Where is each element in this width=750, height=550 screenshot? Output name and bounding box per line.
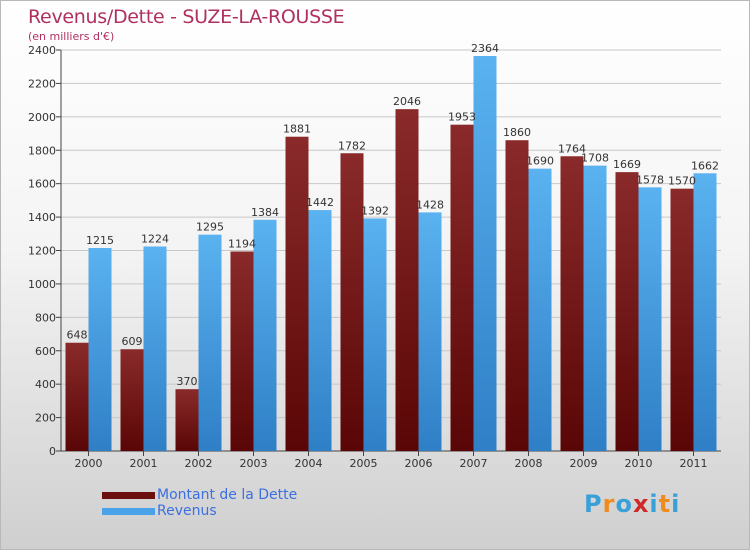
data-label: 609 (122, 335, 143, 348)
data-label: 1669 (613, 158, 641, 171)
data-label: 1881 (283, 123, 311, 136)
x-tick-label: 2008 (515, 457, 543, 470)
bar-debt (615, 172, 639, 451)
x-tick-label: 2004 (295, 457, 323, 470)
bar-debt (65, 342, 89, 451)
data-label: 1953 (448, 111, 476, 124)
y-tick-label: 400 (35, 378, 56, 391)
x-tick-label: 2005 (350, 457, 378, 470)
data-label: 1428 (416, 198, 444, 211)
proxiti-logo: Proxiti (584, 490, 680, 518)
x-tick-label: 2001 (130, 457, 158, 470)
y-tick-label: 2000 (28, 111, 56, 124)
bar-debt (175, 389, 199, 451)
y-tick-label: 2200 (28, 77, 56, 90)
x-tick-label: 2002 (185, 457, 213, 470)
data-label: 1578 (636, 173, 664, 186)
data-label: 1764 (558, 142, 586, 155)
logo-letter: r (602, 490, 616, 518)
y-tick-label: 2400 (28, 44, 56, 57)
logo-letter: P (584, 490, 603, 518)
x-tick-label: 2000 (75, 457, 103, 470)
data-label: 1860 (503, 126, 531, 139)
bar-revenue (528, 168, 552, 452)
legend-item-revenue: Revenus (102, 503, 297, 519)
bar-debt (670, 188, 694, 451)
y-tick-label: 600 (35, 345, 56, 358)
x-tick-label: 2011 (680, 457, 708, 470)
bar-debt (395, 109, 419, 452)
bar-revenue (418, 212, 442, 451)
y-tick-label: 0 (49, 445, 56, 458)
data-label: 1194 (228, 238, 256, 251)
x-tick-label: 2009 (570, 457, 598, 470)
x-tick-label: 2007 (460, 457, 488, 470)
logo-letter: o (615, 490, 633, 518)
bar-revenue (693, 173, 717, 451)
bar-debt (560, 156, 584, 451)
bar-debt (230, 251, 254, 451)
bar-revenue (638, 187, 662, 451)
data-label: 648 (67, 329, 88, 342)
data-label: 1690 (526, 155, 554, 168)
logo-letter: i (649, 490, 659, 518)
bar-revenue (143, 246, 167, 451)
legend-swatch-revenue (102, 507, 155, 515)
data-label: 1782 (338, 139, 366, 152)
data-label: 1442 (306, 196, 334, 209)
logo-letter: x (632, 490, 650, 518)
chart-subtitle: (en milliers d'€) (28, 30, 115, 43)
bar-revenue (88, 247, 112, 451)
x-tick-label: 2010 (625, 457, 653, 470)
data-label: 2046 (393, 95, 421, 108)
legend-label-revenue: Revenus (157, 503, 217, 519)
bar-revenue (473, 56, 497, 451)
chart-legend: Montant de la Dette Revenus (102, 487, 297, 519)
x-tick-label: 2003 (240, 457, 268, 470)
bar-debt (450, 124, 474, 451)
y-tick-label: 1800 (28, 144, 56, 157)
data-label: 1570 (668, 175, 696, 188)
legend-swatch-debt (102, 491, 155, 499)
logo-letter: i (671, 490, 681, 518)
data-label: 1662 (691, 159, 719, 172)
data-label: 1384 (251, 206, 279, 219)
data-label: 1224 (141, 232, 169, 245)
legend-label-debt: Montant de la Dette (157, 487, 298, 503)
y-tick-label: 800 (35, 311, 56, 324)
y-tick-label: 1400 (28, 211, 56, 224)
bar-revenue (583, 165, 607, 451)
y-tick-label: 1000 (28, 278, 56, 291)
y-tick-label: 200 (35, 412, 56, 425)
bar-revenue (363, 218, 387, 451)
data-label: 1215 (86, 234, 114, 247)
y-tick-label: 1200 (28, 245, 56, 258)
data-label: 1392 (361, 204, 389, 217)
chart-title: Revenus/Dette - SUZE-LA-ROUSSE (28, 6, 345, 28)
data-label: 2364 (471, 42, 499, 55)
bar-revenue (308, 210, 332, 451)
x-tick-label: 2006 (405, 457, 433, 470)
y-tick-label: 1600 (28, 178, 56, 191)
logo-letter: t (658, 490, 672, 518)
data-label: 1708 (581, 152, 609, 165)
legend-item-debt: Montant de la Dette (102, 487, 297, 503)
bar-debt (505, 140, 529, 451)
bar-debt (285, 136, 309, 451)
bar-debt (120, 349, 144, 451)
bar-revenue (253, 219, 277, 451)
bar-revenue (198, 234, 222, 451)
data-label: 370 (177, 375, 198, 388)
data-label: 1295 (196, 221, 224, 234)
bar-debt (340, 153, 364, 451)
